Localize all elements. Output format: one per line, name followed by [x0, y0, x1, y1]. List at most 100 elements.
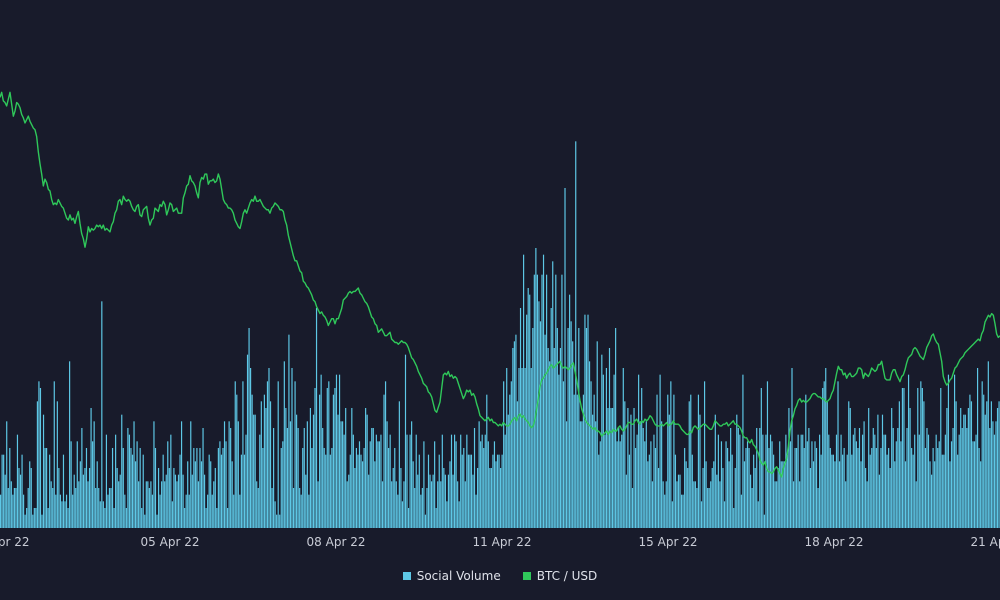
social-volume-bar [648, 454, 650, 528]
social-volume-bar [389, 434, 391, 528]
social-volume-bar [687, 468, 689, 528]
social-volume-bar [199, 448, 201, 528]
social-volume-bar [636, 434, 638, 528]
social-volume-bar [923, 401, 925, 528]
social-volume-bar [0, 494, 2, 528]
social-volume-bar [493, 441, 496, 528]
social-volume-bar [190, 421, 192, 528]
social-volume-bar [65, 494, 68, 528]
social-volume-bar [302, 448, 304, 528]
social-volume-bar [584, 314, 586, 528]
social-volume-bar [539, 321, 542, 528]
social-volume-bar [734, 468, 736, 528]
social-volume-bar [547, 348, 549, 528]
social-volume-bar [519, 308, 522, 528]
social-volume-bar [363, 448, 365, 528]
social-volume-bar [569, 294, 571, 528]
social-volume-bar [673, 394, 675, 528]
legend-item-social-volume[interactable]: Social Volume [402, 569, 501, 583]
social-volume-bar [294, 381, 296, 528]
social-volume-bar [211, 494, 213, 528]
social-volume-bar [506, 368, 508, 528]
social-volume-bar [184, 508, 186, 528]
social-volume-bar [4, 474, 6, 528]
social-volume-bar [651, 481, 654, 528]
social-volume-bar [325, 454, 327, 528]
social-volume-bar [588, 361, 591, 528]
social-volume-bar [164, 481, 166, 528]
social-volume-bar [381, 481, 384, 528]
social-volume-bar [595, 421, 597, 528]
social-volume-bar [141, 508, 143, 528]
social-volume-bar [84, 468, 86, 528]
social-volume-bar [900, 441, 902, 528]
social-volume-bar [622, 368, 624, 528]
social-volume-bar [371, 428, 373, 528]
social-volume-bar [19, 474, 22, 528]
social-volume-bar [319, 394, 321, 528]
social-volume-bar [966, 428, 968, 528]
social-volume-bar [633, 408, 635, 528]
social-volume-bar [361, 461, 364, 528]
social-volume-bar [288, 334, 290, 528]
social-volume-bar [345, 408, 347, 528]
social-volume-bar [564, 188, 566, 528]
social-volume-bar [16, 434, 19, 528]
social-volume-bar [236, 394, 238, 528]
social-volume-bar [38, 381, 40, 528]
social-volume-bar [222, 448, 224, 528]
social-volume-bar [644, 441, 646, 528]
social-volume-bar [180, 421, 183, 528]
social-volume-bar [817, 488, 819, 528]
social-volume-bar [728, 461, 730, 528]
social-volume-bar [233, 494, 235, 528]
social-volume-bar [475, 494, 477, 528]
social-volume-bar [331, 448, 333, 528]
social-volume-bar [437, 481, 439, 528]
social-volume-bar [753, 454, 755, 528]
social-volume-bar [576, 394, 578, 528]
social-volume-bar [739, 434, 741, 528]
social-volume-bar [418, 454, 420, 528]
social-volume-bar [328, 381, 330, 528]
social-volume-bar [581, 421, 583, 528]
social-volume-bar [927, 434, 930, 528]
social-volume-bar [470, 454, 473, 528]
social-volume-bar [388, 448, 390, 528]
social-volume-bar [920, 381, 922, 528]
social-volume-bar [98, 488, 100, 528]
social-volume-bar [369, 441, 371, 528]
social-volume-bar [894, 461, 896, 528]
social-volume-bar [940, 388, 942, 528]
btc-usd-line-layer [0, 91, 1000, 478]
social-volume-bar [196, 448, 198, 528]
social-volume-bar [308, 494, 310, 528]
social-volume-bar [556, 328, 558, 528]
social-volume-bar [75, 488, 77, 528]
social-volume-bar [895, 441, 897, 528]
social-volume-bar [572, 341, 574, 528]
social-volume-bar [731, 454, 733, 528]
social-volume-bar [596, 341, 598, 528]
social-volume-bar [210, 461, 212, 528]
social-volume-bar [365, 408, 367, 528]
social-volume-bar [133, 421, 135, 528]
x-tick-label: 05 Apr 22 [141, 535, 200, 549]
social-volume-bar [415, 434, 417, 528]
social-volume-bar [601, 354, 603, 528]
social-volume-bar [932, 448, 934, 528]
social-volume-bar [969, 394, 971, 528]
social-volume-bar [395, 481, 397, 528]
social-volume-bar [553, 348, 555, 528]
social-volume-bar [251, 394, 253, 528]
social-volume-bar [573, 394, 575, 528]
legend-item-btc-usd[interactable]: BTC / USD [522, 569, 597, 583]
social-volume-bar [647, 461, 649, 528]
social-volume-bar [128, 434, 131, 528]
social-volume-bar [562, 381, 565, 528]
social-volume-bar [891, 408, 893, 528]
social-volume-bar [414, 488, 416, 528]
social-volume-bar [806, 441, 808, 528]
social-volume-bar [29, 461, 31, 528]
